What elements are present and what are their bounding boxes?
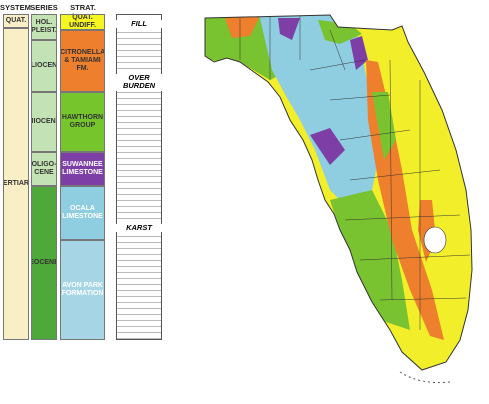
strat-cell: HAWTHORN GROUP	[60, 92, 105, 152]
system-cell: QUAT.	[3, 14, 29, 28]
lithology-column	[116, 14, 162, 340]
map-fill	[205, 15, 472, 370]
strat-cell: CITRONELLA & TAMIAMI FM.	[60, 30, 105, 92]
lithology-label: FILL	[116, 19, 162, 29]
series-cell: HOL. PLEIST.	[31, 14, 57, 40]
header: SYSTEM	[0, 3, 31, 12]
series-cell: PLIOCENE	[31, 40, 57, 92]
strat-cell: OCALA LIMESTONE	[60, 186, 105, 240]
strat-cell: AVON PARK FORMATION	[60, 240, 105, 340]
keys	[399, 371, 451, 383]
strat-cell: QUAT. UNDIFF.	[60, 14, 105, 30]
county-lines	[239, 16, 471, 330]
system-cell: TERTIARY	[3, 28, 29, 340]
lithology-label: OVER BURDEN	[116, 73, 162, 91]
series-cell: EOCENE	[31, 186, 57, 340]
header: SERIES	[30, 3, 58, 12]
series-cell: OLIGO- CENE	[31, 152, 57, 186]
series-cell: MIOCENE	[31, 92, 57, 152]
lithology-label: KARST	[116, 223, 162, 233]
strat-cell: SUWANNEE LIMESTONE	[60, 152, 105, 186]
state-outline	[204, 14, 473, 371]
